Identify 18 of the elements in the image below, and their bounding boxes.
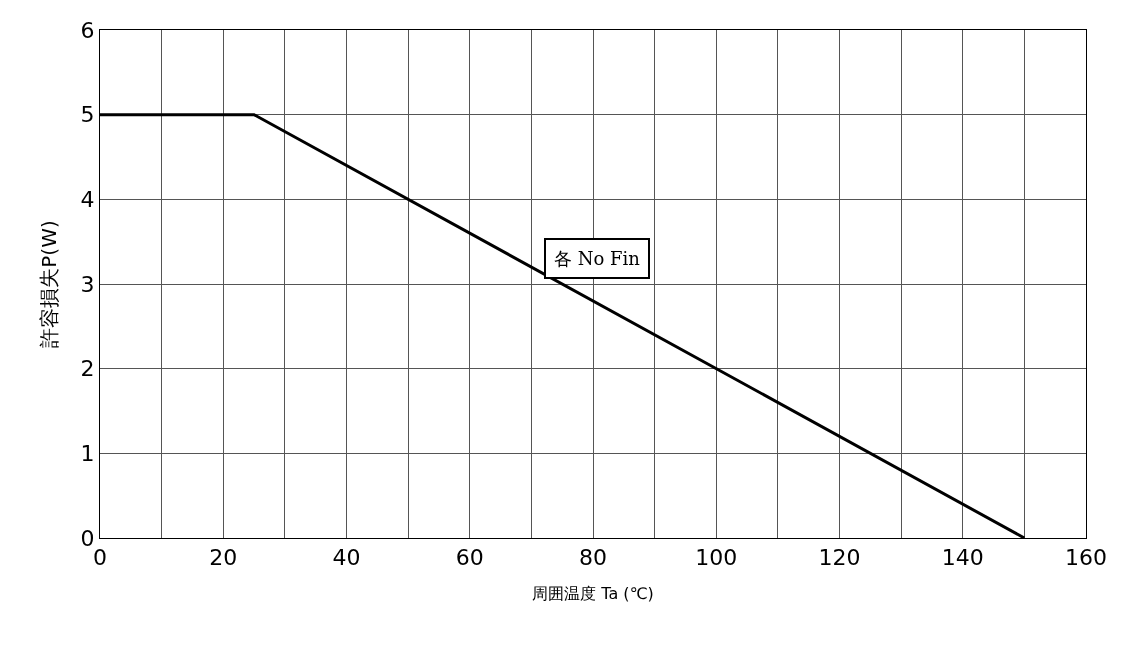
y-tick-label: 6 (80, 17, 95, 43)
y-tick-label: 0 (80, 525, 95, 551)
x-axis-title: 周囲温度 Ta (℃) (532, 584, 654, 604)
x-tick-label: 100 (695, 545, 738, 571)
x-tick-label: 40 (332, 545, 361, 571)
x-tick-label: 20 (209, 545, 238, 571)
x-tick-label: 120 (818, 545, 861, 571)
y-tick-label: 4 (80, 187, 95, 213)
x-tick-label: 140 (941, 545, 984, 571)
y-tick-label: 2 (80, 356, 95, 382)
y-tick-label: 1 (80, 441, 95, 467)
y-axis-title: 許容損失P(W) (37, 220, 62, 348)
x-tick-label: 80 (579, 545, 607, 571)
annotation: 各 No Fin (554, 248, 641, 269)
x-tick-label: 60 (455, 545, 484, 571)
y-tick-label: 5 (80, 102, 95, 128)
y-tick-label: 3 (80, 271, 95, 297)
x-tick-label: 160 (1065, 545, 1107, 571)
